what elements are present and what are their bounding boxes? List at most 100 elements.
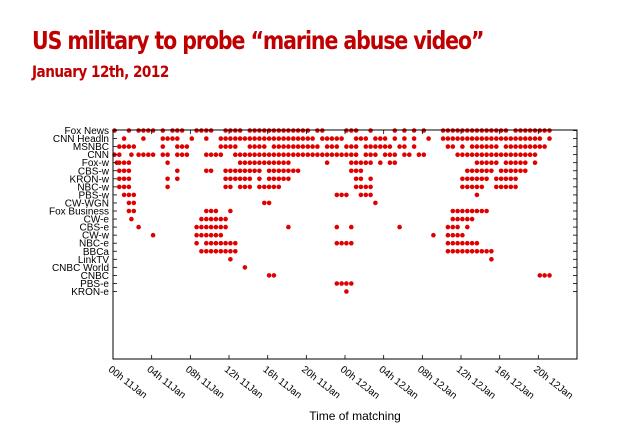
- data-point: [276, 152, 282, 157]
- data-point: [508, 152, 514, 157]
- data-point: [508, 136, 514, 141]
- data-point: [117, 176, 122, 182]
- data-point: [363, 192, 369, 198]
- data-point: [378, 136, 383, 141]
- data-point: [242, 136, 248, 141]
- data-point: [286, 144, 291, 149]
- data-point: [199, 224, 204, 230]
- data-point: [286, 176, 291, 182]
- x-tick-label: 20h 12Jan: [531, 364, 575, 401]
- data-point: [450, 224, 456, 230]
- y-tick-label: CW-WGN: [65, 198, 109, 209]
- data-point: [141, 136, 146, 141]
- data-point: [271, 136, 277, 141]
- data-point: [402, 136, 407, 141]
- data-point: [170, 136, 175, 141]
- data-point: [450, 240, 456, 246]
- data-point: [266, 184, 272, 190]
- data-point: [266, 273, 272, 278]
- data-point: [484, 136, 489, 141]
- data-point: [233, 249, 238, 254]
- data-point: [334, 144, 340, 149]
- data-point: [547, 273, 552, 278]
- data-point: [300, 144, 306, 149]
- data-point: [402, 152, 407, 157]
- data-point: [397, 224, 402, 230]
- data-point: [160, 144, 166, 149]
- data-point: [126, 184, 132, 190]
- data-point: [353, 168, 359, 174]
- data-point: [126, 176, 132, 182]
- data-point: [295, 168, 301, 174]
- data-point: [523, 160, 528, 165]
- data-point: [450, 232, 456, 238]
- data-point: [324, 136, 330, 141]
- data-point: [465, 224, 470, 230]
- data-point: [344, 144, 349, 149]
- data-point: [474, 152, 480, 157]
- data-point: [450, 144, 456, 149]
- data-point: [373, 200, 378, 206]
- data-point: [117, 144, 122, 149]
- data-point: [252, 144, 257, 149]
- data-point: [276, 136, 282, 141]
- data-point: [474, 184, 480, 190]
- data-point: [228, 249, 233, 254]
- y-tick-label: Fox News: [65, 126, 109, 137]
- data-point: [131, 192, 137, 198]
- data-point: [175, 152, 180, 157]
- y-tick-label: CW-w: [82, 231, 110, 242]
- data-point: [474, 144, 480, 149]
- data-point: [218, 216, 224, 222]
- data-point: [281, 136, 286, 141]
- data-point: [460, 136, 465, 141]
- data-point: [121, 144, 127, 149]
- data-point: [213, 208, 219, 214]
- data-points: [112, 128, 552, 294]
- y-tick-label: CNBC: [81, 271, 109, 282]
- data-point: [489, 160, 494, 165]
- data-point: [537, 273, 543, 278]
- data-point: [513, 136, 518, 141]
- data-point: [455, 136, 460, 141]
- data-point: [479, 144, 485, 149]
- data-point: [469, 184, 475, 190]
- data-point: [252, 168, 257, 174]
- data-point: [204, 152, 209, 157]
- data-point: [320, 152, 325, 157]
- data-point: [387, 144, 393, 149]
- data-point: [363, 136, 369, 141]
- data-point: [257, 136, 262, 141]
- data-point: [175, 168, 180, 174]
- data-point: [484, 160, 489, 165]
- data-point: [353, 152, 359, 157]
- data-point: [286, 136, 291, 141]
- data-point: [281, 176, 286, 182]
- slide-title: US military to probe “marine abuse video…: [32, 26, 485, 55]
- x-tick-label: 20h 11Jan: [299, 364, 342, 401]
- data-point: [440, 136, 446, 141]
- data-point: [262, 200, 267, 206]
- data-point: [465, 216, 470, 222]
- data-point: [503, 144, 509, 149]
- y-tick-label: CNN Headln: [53, 134, 109, 145]
- data-point: [334, 192, 340, 198]
- data-point: [218, 240, 224, 246]
- data-point: [484, 208, 489, 214]
- x-tick-label: 16h 11Jan: [261, 364, 304, 401]
- data-point: [382, 144, 388, 149]
- data-point: [204, 232, 209, 238]
- data-point: [339, 240, 344, 246]
- data-point: [208, 240, 214, 246]
- data-point: [387, 160, 393, 165]
- data-point: [368, 160, 373, 165]
- data-point: [165, 184, 170, 190]
- data-point: [271, 144, 277, 149]
- data-point: [131, 208, 137, 214]
- data-point: [310, 136, 315, 141]
- data-point: [252, 136, 257, 141]
- data-point: [204, 249, 209, 254]
- axis-ticks: [112, 130, 577, 359]
- data-point: [455, 208, 460, 214]
